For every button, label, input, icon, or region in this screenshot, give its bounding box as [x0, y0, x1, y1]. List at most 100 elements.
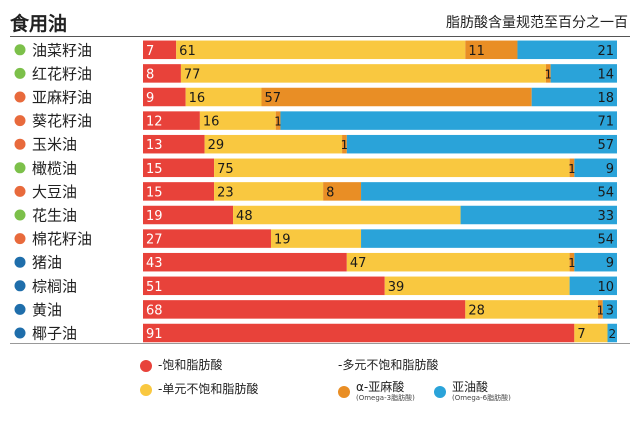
legend-alpha-swatch	[338, 385, 350, 398]
category-dot	[14, 115, 26, 127]
bar-segment	[465, 300, 599, 319]
bar-segment	[176, 40, 466, 60]
bar-value-label: 27	[146, 233, 163, 248]
bar-value-label: 16	[189, 91, 206, 106]
category-label: 黄油	[32, 301, 62, 319]
category-label: 玉米油	[32, 136, 77, 154]
legend-alpha-label: α-亚麻酸	[356, 380, 405, 394]
bar-segment	[598, 300, 603, 319]
bar-segment	[143, 40, 177, 60]
legend-mono: -单元不饱和脂肪酸	[140, 383, 258, 396]
bar-segment	[143, 111, 200, 130]
legend-alpha-sub: (Omega-3脂肪酸)	[356, 394, 415, 402]
bar-value-label: 28	[468, 303, 485, 318]
category-dot	[14, 44, 26, 56]
bar-value-label: 1	[568, 162, 576, 176]
bar-value-label: 1	[597, 303, 605, 317]
bar-value-label: 7	[146, 44, 154, 59]
legend-alpha: α-亚麻酸 (Omega-3脂肪酸)	[338, 381, 415, 402]
bar-value-label: 12	[146, 115, 163, 130]
bar-value-label: 61	[179, 44, 196, 59]
bar-value-label: 68	[146, 303, 163, 318]
bar-segment	[143, 300, 466, 319]
bar-value-label: 29	[208, 138, 225, 153]
bar-segment	[574, 158, 617, 178]
bar-value-label: 77	[184, 67, 201, 82]
category-dot	[14, 256, 26, 268]
bar-segment	[270, 229, 362, 248]
category-label: 花生油	[32, 207, 77, 225]
category-label: 棕榈油	[32, 277, 77, 295]
bar-segment	[574, 323, 608, 343]
bar-segment	[143, 134, 205, 154]
bar-segment	[280, 111, 617, 130]
bar-value-label: 57	[597, 138, 614, 153]
bar-segment	[143, 276, 385, 296]
bar-segment	[143, 64, 181, 83]
bar-segment	[517, 40, 617, 60]
bar-segment	[465, 40, 518, 60]
bar-value-label: 54	[597, 233, 614, 248]
category-dot	[14, 303, 26, 315]
bar-segment	[143, 323, 575, 343]
bar-segment	[180, 64, 546, 83]
bar-value-label: 54	[597, 185, 614, 200]
bar-value-label: 10	[597, 280, 614, 295]
bar-segment	[460, 205, 617, 225]
bar-segment	[346, 134, 617, 154]
category-label: 油菜籽油	[32, 41, 92, 59]
legend-mono-swatch	[140, 383, 152, 396]
legend-saturated: -饱和脂肪酸	[140, 359, 222, 372]
category-label: 棉花籽油	[32, 230, 92, 248]
chart-subtitle: 脂肪酸含量规范至百分之一百	[446, 15, 628, 31]
bar-segment	[233, 205, 461, 225]
bar-segment	[346, 252, 570, 272]
bar-value-label: 43	[146, 256, 163, 271]
bar-segment	[384, 276, 570, 296]
bar-value-label: 14	[597, 67, 614, 82]
bar-value-label: 33	[597, 209, 614, 224]
bar-value-label: 9	[146, 91, 154, 106]
bar-segment	[569, 158, 575, 178]
bar-segment	[569, 276, 617, 296]
bar-segment	[342, 134, 347, 154]
bar-value-label: 3	[606, 303, 614, 318]
bar-segment	[143, 158, 215, 178]
bar-segment	[143, 205, 234, 225]
bar-segment	[204, 134, 343, 154]
bar-value-label: 15	[146, 185, 163, 200]
bar-value-label: 8	[326, 185, 334, 200]
bar-value-label: 8	[146, 67, 154, 82]
bar-segment	[607, 323, 617, 343]
bar-segment	[143, 87, 186, 107]
bar-value-label: 48	[236, 209, 253, 224]
header-divider	[10, 36, 630, 37]
legend-omega6: 亚油酸 (Omega-6脂肪酸)	[434, 381, 511, 402]
bar-value-label: 1	[544, 67, 552, 81]
bar-segment	[361, 229, 617, 248]
bar-value-label: 9	[606, 256, 614, 271]
bar-value-label: 1	[568, 256, 576, 270]
legend-saturated-label: -饱和脂肪酸	[158, 358, 223, 372]
category-label: 猪油	[32, 254, 62, 272]
bar-value-label: 18	[597, 91, 614, 106]
category-dot	[14, 67, 26, 79]
category-label: 葵花籽油	[32, 112, 92, 130]
category-label: 椰子油	[32, 325, 77, 343]
bar-value-label: 11	[468, 44, 485, 59]
bar-segment	[531, 87, 617, 107]
bar-value-label: 71	[597, 115, 614, 130]
category-dot	[14, 162, 26, 174]
category-dot	[14, 280, 26, 292]
bar-value-label: 13	[146, 138, 163, 153]
bar-segment	[199, 111, 276, 130]
bar-segment	[143, 229, 271, 248]
category-dot	[14, 91, 26, 103]
bar-value-label: 2	[608, 327, 616, 341]
category-dot	[14, 327, 26, 339]
legend-omega6-sub: (Omega-6脂肪酸)	[452, 394, 511, 402]
category-label: 橄榄油	[32, 159, 77, 177]
bar-value-label: 57	[265, 91, 282, 106]
bar-segment	[550, 64, 617, 83]
bar-value-label: 91	[146, 327, 163, 342]
